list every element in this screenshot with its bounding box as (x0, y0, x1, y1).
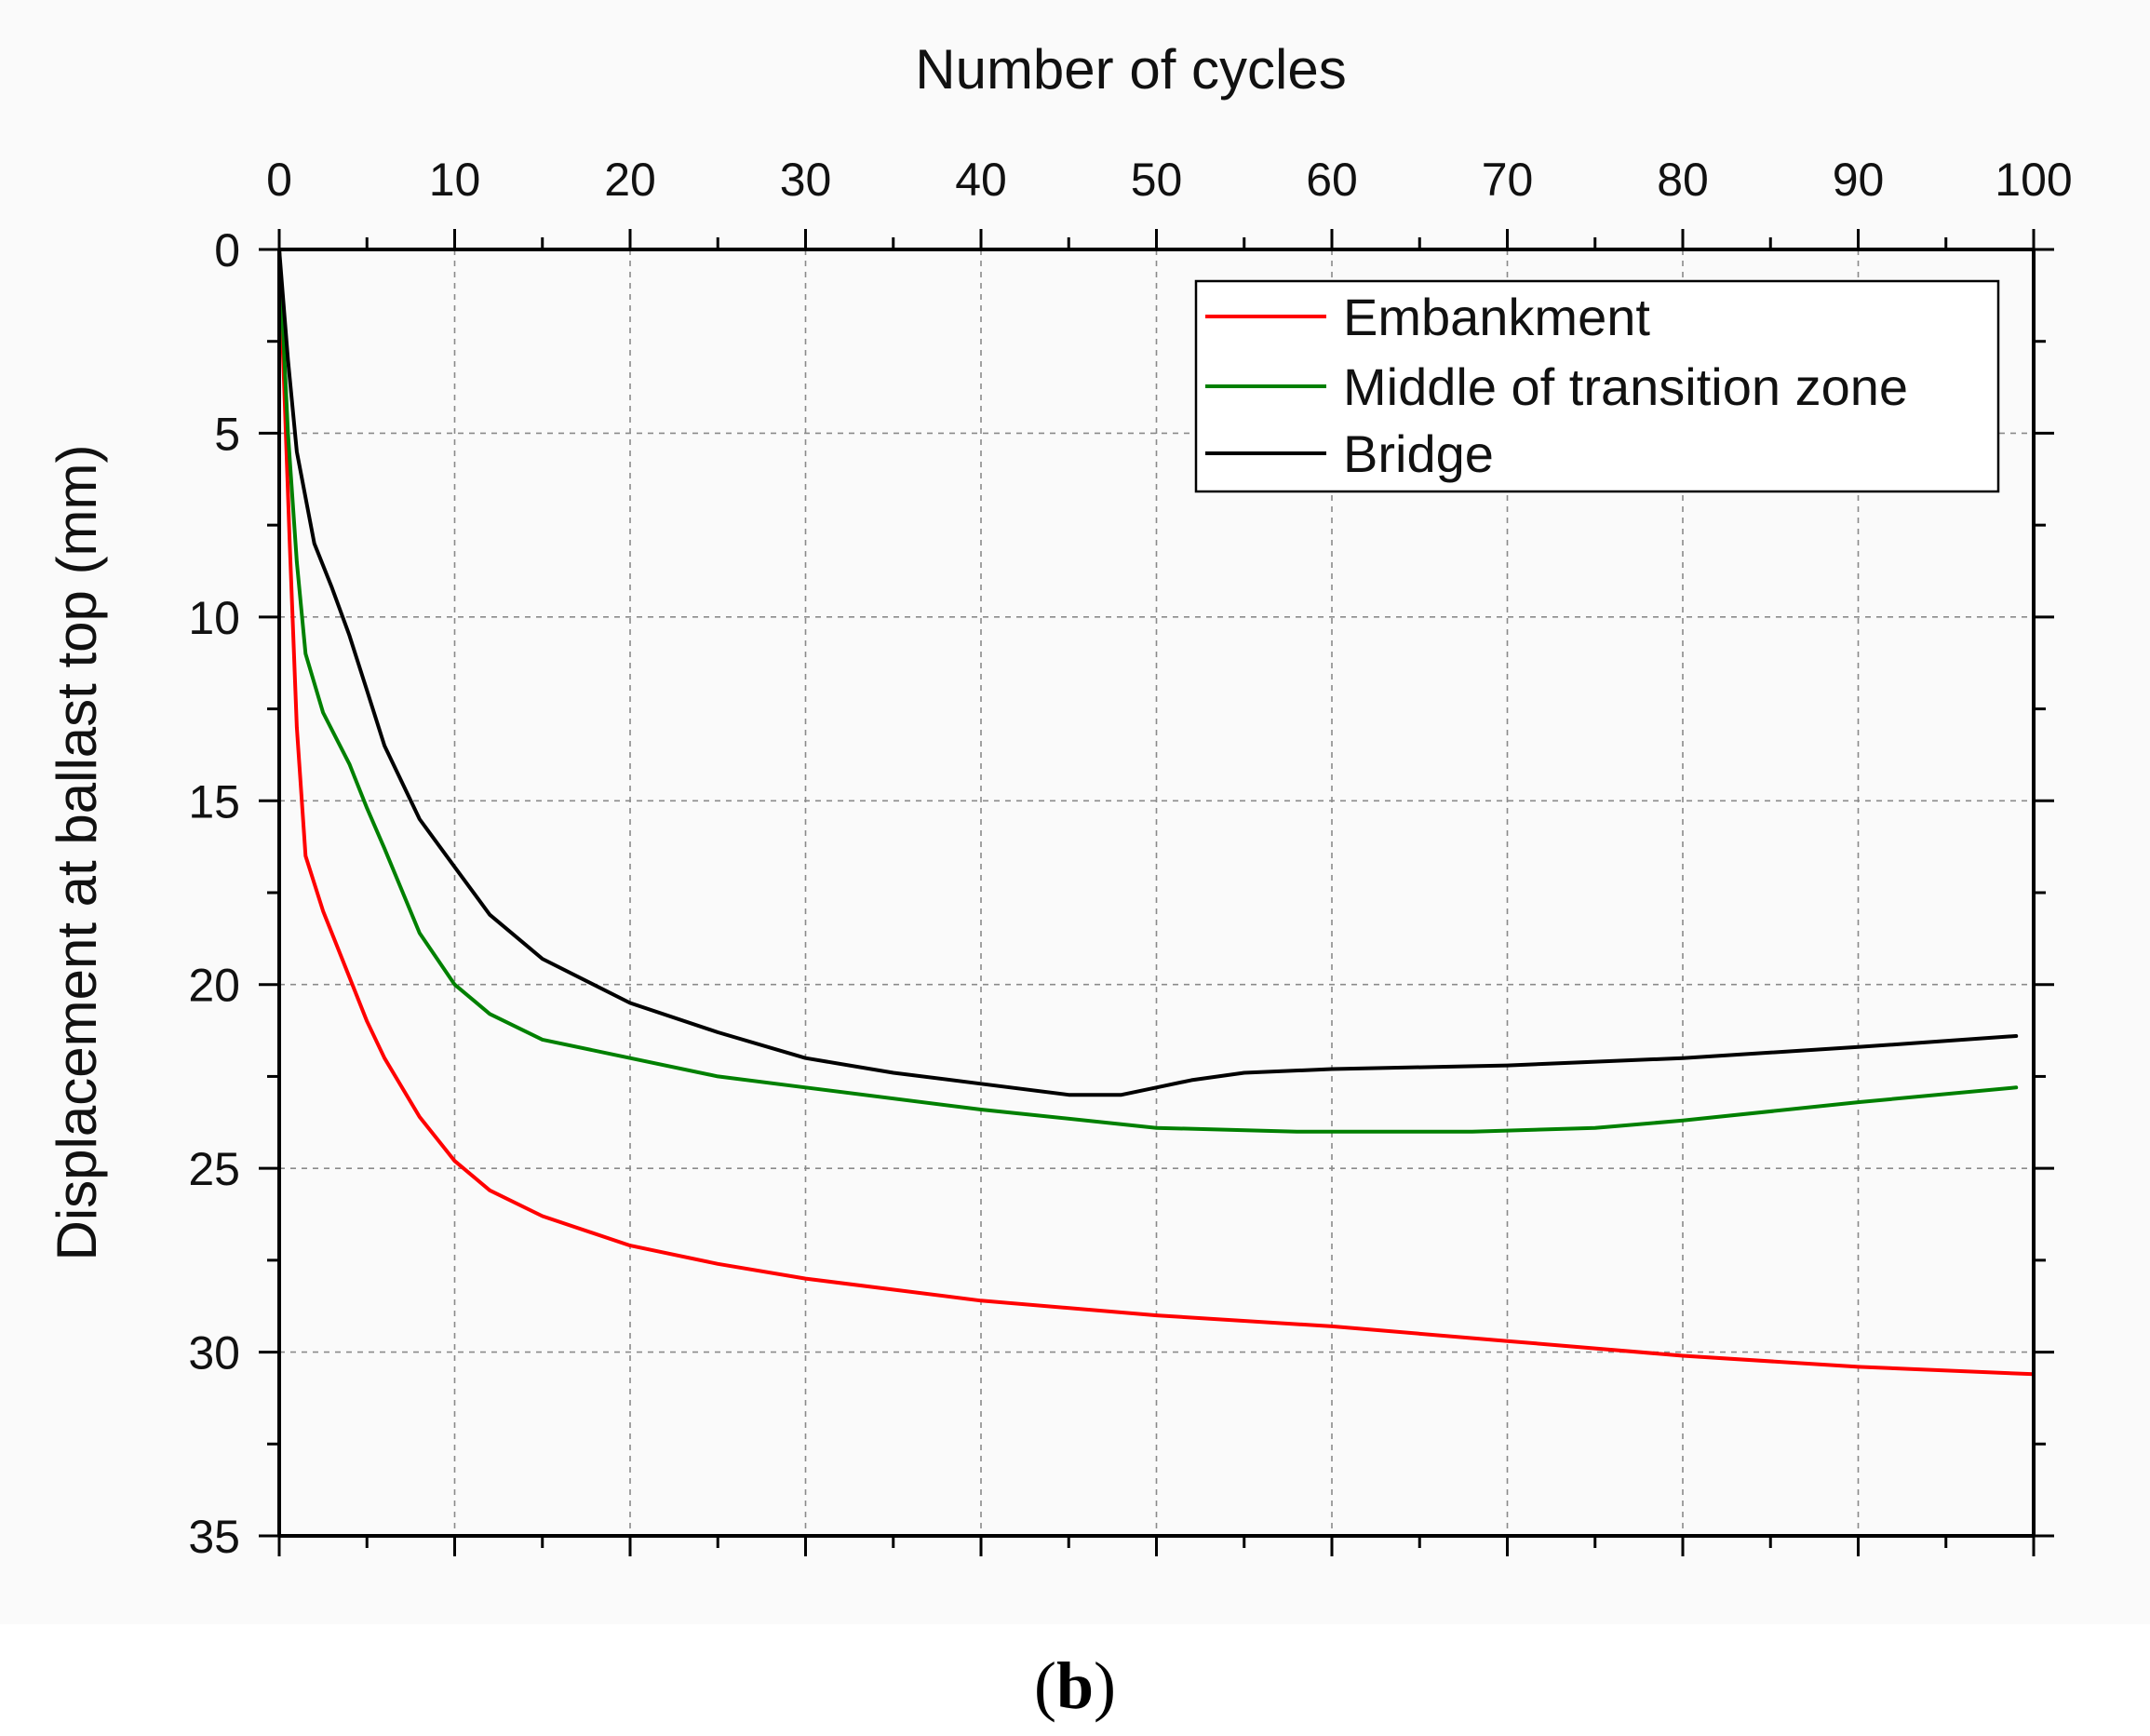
y-tick-label: 35 (188, 1511, 240, 1563)
series-line-0 (277, 248, 2036, 1377)
legend-box (1194, 279, 2000, 493)
x-axis-title: Number of cycles (915, 38, 1346, 101)
x-tick-label: 50 (1131, 154, 1183, 206)
y-tick-label: 30 (188, 1327, 240, 1379)
tick-labels: 0 10 20 30 40 50 60 70 80 90 100 0 5 10 15 20 25 30 35 (188, 154, 2072, 1563)
x-tick-label: 20 (604, 154, 656, 206)
x-tick-label: 60 (1306, 154, 1358, 206)
y-tick-label: 5 (214, 408, 240, 460)
x-tick-label: 100 (1995, 154, 2072, 206)
y-tick-label: 15 (188, 775, 240, 828)
x-tick-label: 30 (780, 154, 832, 206)
x-tick-label: 90 (1833, 154, 1885, 206)
series-line-1 (277, 248, 2019, 1134)
y-tick-label: 0 (214, 224, 240, 276)
y-tick-label: 25 (188, 1143, 240, 1195)
caption-label: b (1055, 1649, 1095, 1723)
legend-label-1: Middle of transition zone (1343, 357, 1908, 416)
legend: Embankment Middle of transition zone Bridg… (1194, 279, 2000, 493)
plot-panel: 0 10 20 30 40 50 60 70 80 90 100 0 5 10 15 20 25 30 35 Num… (46, 38, 2073, 1563)
series-line-2 (277, 248, 2019, 1097)
x-tick-label: 10 (429, 154, 481, 206)
y-axis-title: Displacement at ballast top (mm) (46, 445, 108, 1261)
subfigure-caption: (b) (0, 1648, 2150, 1725)
x-tick-label: 80 (1657, 154, 1709, 206)
axes (259, 229, 2054, 1556)
x-tick-label: 40 (955, 154, 1007, 206)
line-chart: 0 10 20 30 40 50 60 70 80 90 100 0 5 10 15 20 25 30 35 Num… (46, 38, 2073, 1563)
legend-label-2: Bridge (1343, 424, 1494, 483)
x-tick-label: 70 (1482, 154, 1534, 206)
y-tick-label: 10 (188, 592, 240, 644)
caption-close-paren: ) (1094, 1649, 1116, 1723)
series-lines (277, 248, 2036, 1377)
x-tick-label: 0 (266, 154, 292, 206)
caption-open-paren: ( (1033, 1649, 1056, 1723)
legend-label-0: Embankment (1343, 288, 1650, 346)
y-tick-label: 20 (188, 960, 240, 1012)
